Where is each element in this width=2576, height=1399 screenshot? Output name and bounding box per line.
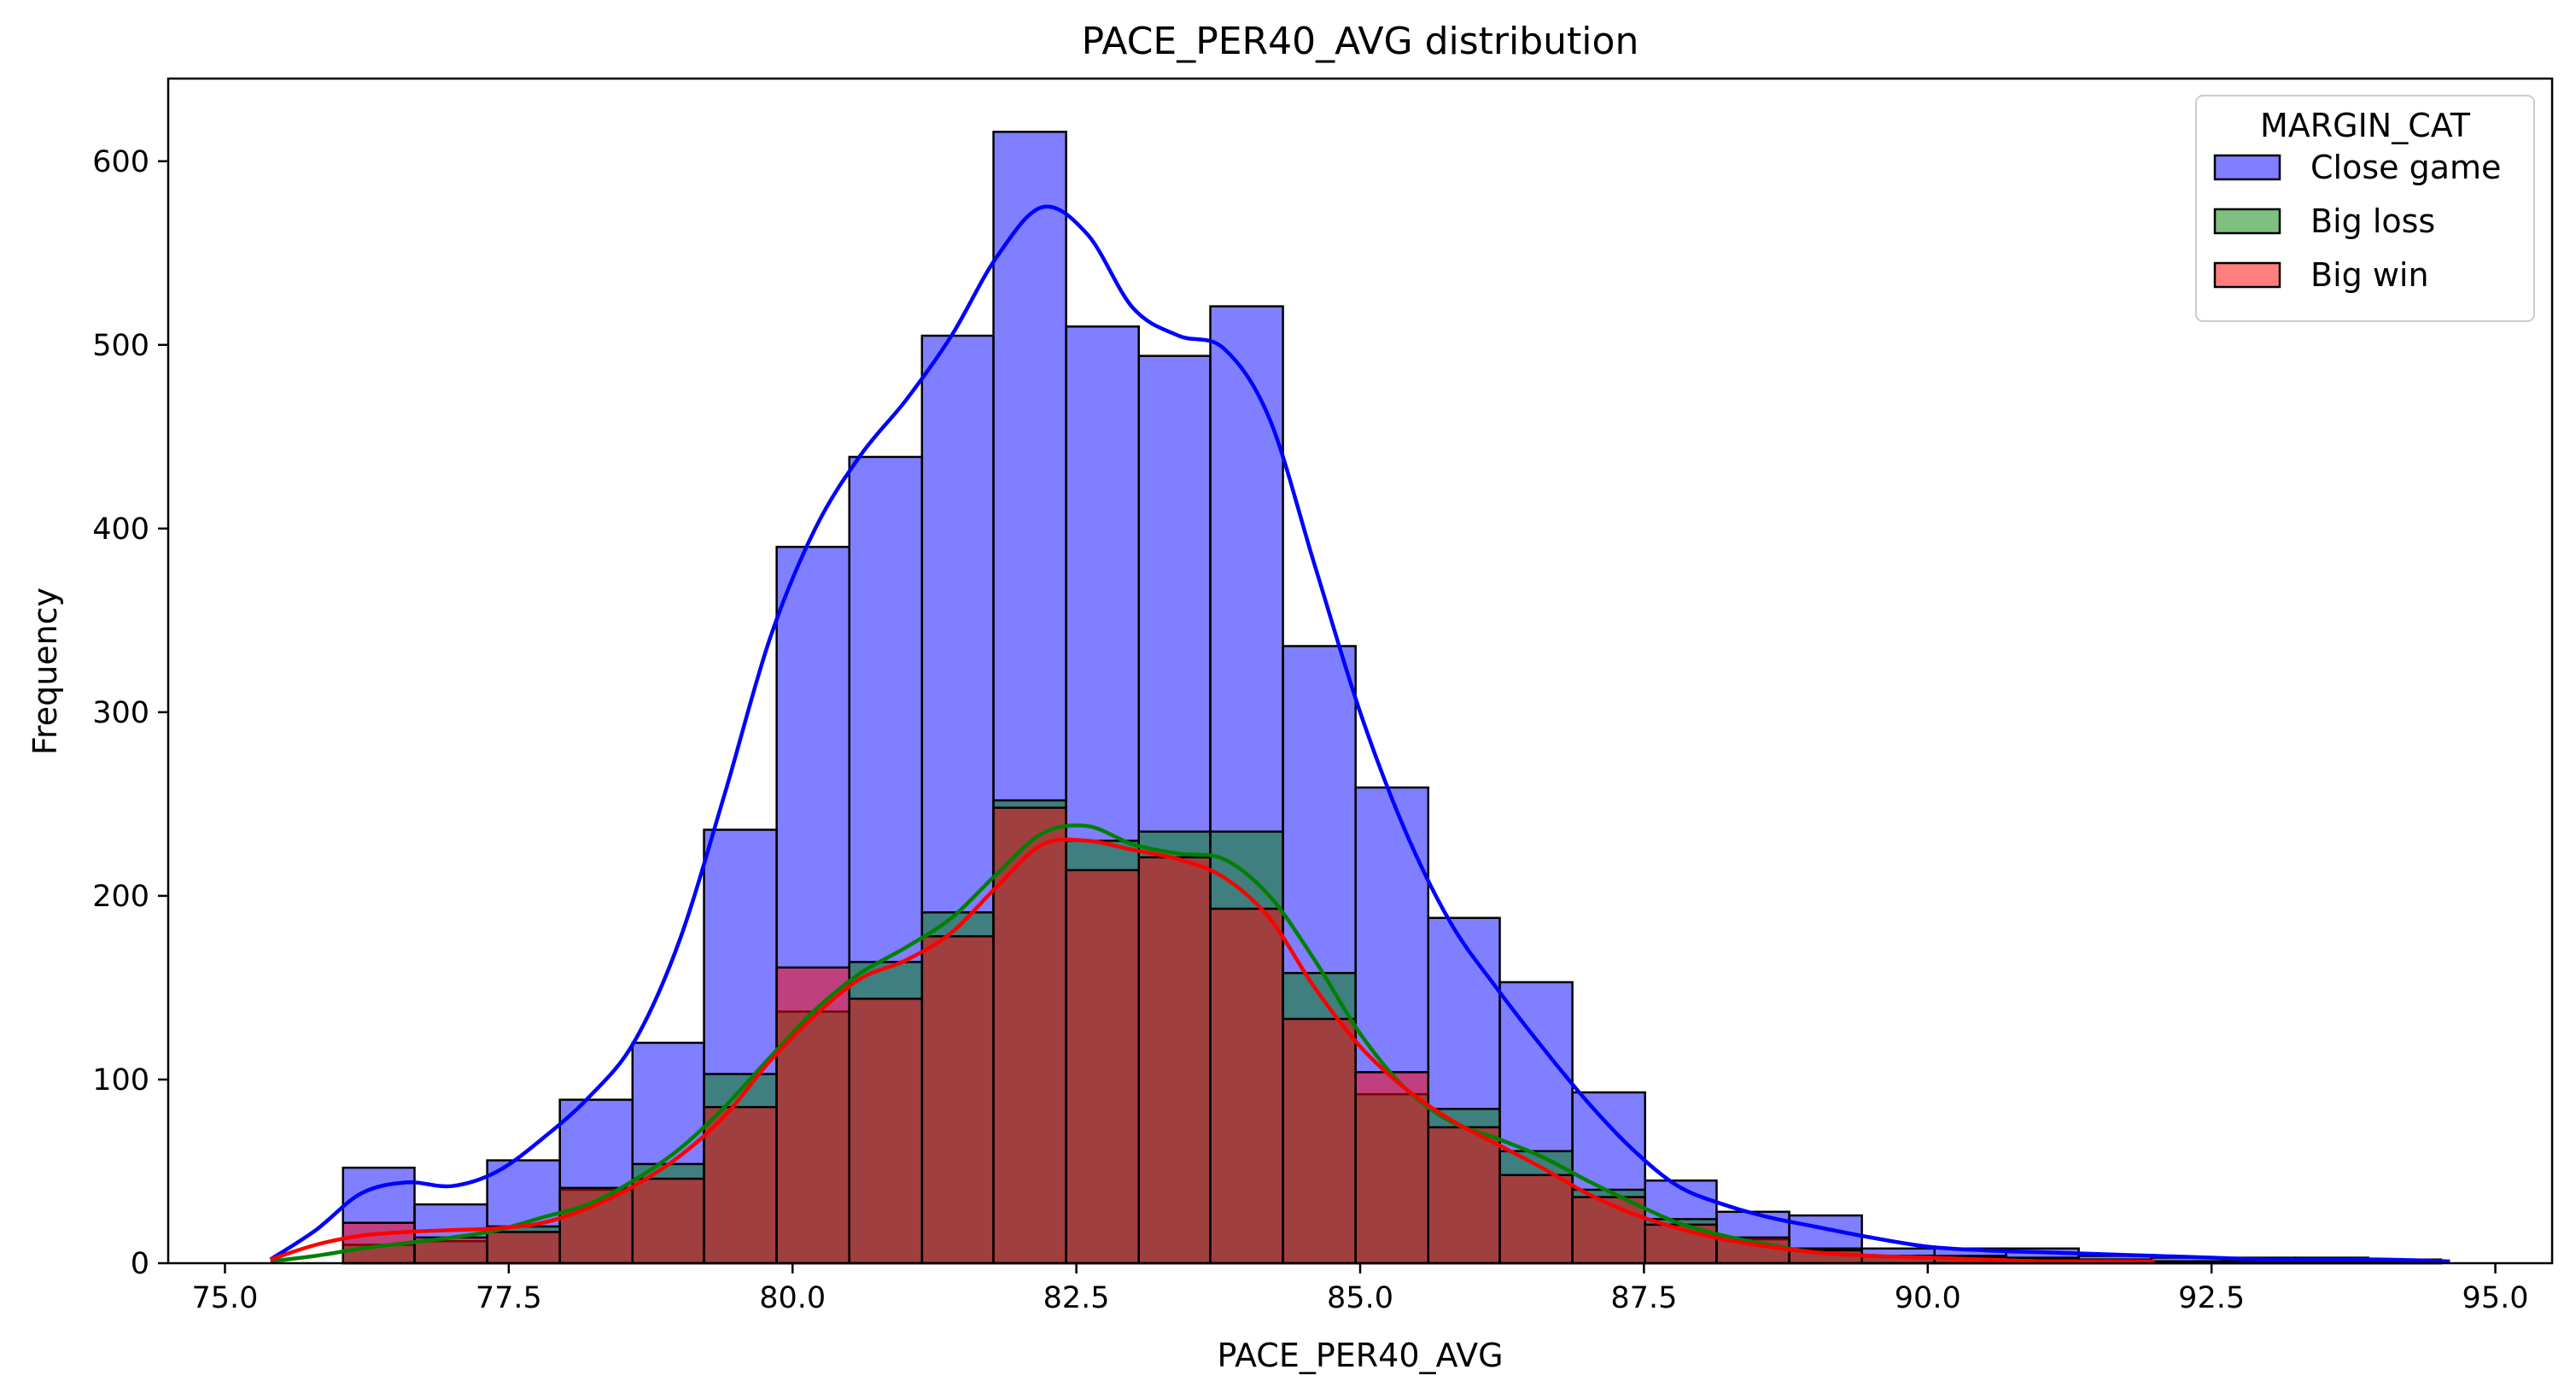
histogram-bar bbox=[1282, 1017, 1357, 1265]
kde-line-series-2 bbox=[269, 837, 2155, 1264]
y-tick-label: 500 bbox=[92, 329, 149, 363]
y-axis-label: Frequency bbox=[26, 588, 64, 755]
legend-items: Close game Big loss Big win bbox=[2213, 149, 2501, 294]
histogram-bar bbox=[1209, 907, 1284, 1265]
x-tick-label: 75.0 bbox=[192, 1281, 259, 1315]
x-tick-label: 82.5 bbox=[1043, 1281, 1110, 1315]
histogram-bar bbox=[920, 934, 995, 1265]
x-tick-label: 95.0 bbox=[2462, 1281, 2529, 1315]
x-tick-label: 92.5 bbox=[2178, 1281, 2245, 1315]
x-tick-label: 87.5 bbox=[1610, 1281, 1677, 1315]
y-tick-label: 0 bbox=[131, 1247, 149, 1281]
bars-series-2 bbox=[342, 806, 2442, 1265]
y-tick-label: 100 bbox=[92, 1063, 149, 1098]
legend-label: Big loss bbox=[2310, 202, 2435, 240]
x-axis-label: PACE_PER40_AVG bbox=[1217, 1337, 1503, 1374]
x-tick-label: 90.0 bbox=[1895, 1281, 1961, 1315]
legend-swatch bbox=[2213, 261, 2281, 289]
y-tick-label: 200 bbox=[92, 880, 149, 914]
x-tick-label: 77.5 bbox=[476, 1281, 542, 1315]
legend-swatch bbox=[2213, 154, 2281, 181]
histogram-bar bbox=[1065, 869, 1140, 1265]
bars-layer bbox=[342, 131, 2442, 1265]
y-tick-label: 300 bbox=[92, 696, 149, 730]
histogram-bar bbox=[1498, 1174, 1574, 1265]
legend: MARGIN_CAT Close game Big loss Big win bbox=[2195, 95, 2535, 322]
legend-title: MARGIN_CAT bbox=[2260, 107, 2471, 144]
legend-label: Close game bbox=[2310, 149, 2501, 186]
y-tick-label: 600 bbox=[92, 145, 149, 179]
x-ticks: 75.0 77.5 80.0 82.5 85.0 87.5 90.0 92.5 95.0 bbox=[192, 1263, 2529, 1315]
x-tick-label: 85.0 bbox=[1327, 1281, 1393, 1315]
y-tick-label: 400 bbox=[92, 512, 149, 547]
histogram-bar bbox=[1427, 1126, 1501, 1265]
histogram-bar bbox=[486, 1231, 561, 1265]
histogram-bar bbox=[703, 1105, 778, 1265]
legend-swatch bbox=[2213, 208, 2281, 235]
histogram-bar bbox=[1137, 856, 1212, 1265]
histogram-bar bbox=[848, 998, 924, 1265]
y-ticks: 0 100 200 300 400 500 600 bbox=[92, 145, 168, 1281]
chart-title: PACE_PER40_AVG distribution bbox=[1082, 20, 1639, 63]
kde-layer bbox=[269, 204, 2450, 1264]
kde-line-series-0 bbox=[269, 204, 2450, 1264]
histogram-bar bbox=[992, 806, 1067, 1265]
histogram-bar bbox=[1571, 1196, 1646, 1265]
legend-label: Big win bbox=[2310, 256, 2429, 294]
x-tick-label: 80.0 bbox=[759, 1281, 826, 1315]
histogram-bar bbox=[631, 1177, 705, 1265]
